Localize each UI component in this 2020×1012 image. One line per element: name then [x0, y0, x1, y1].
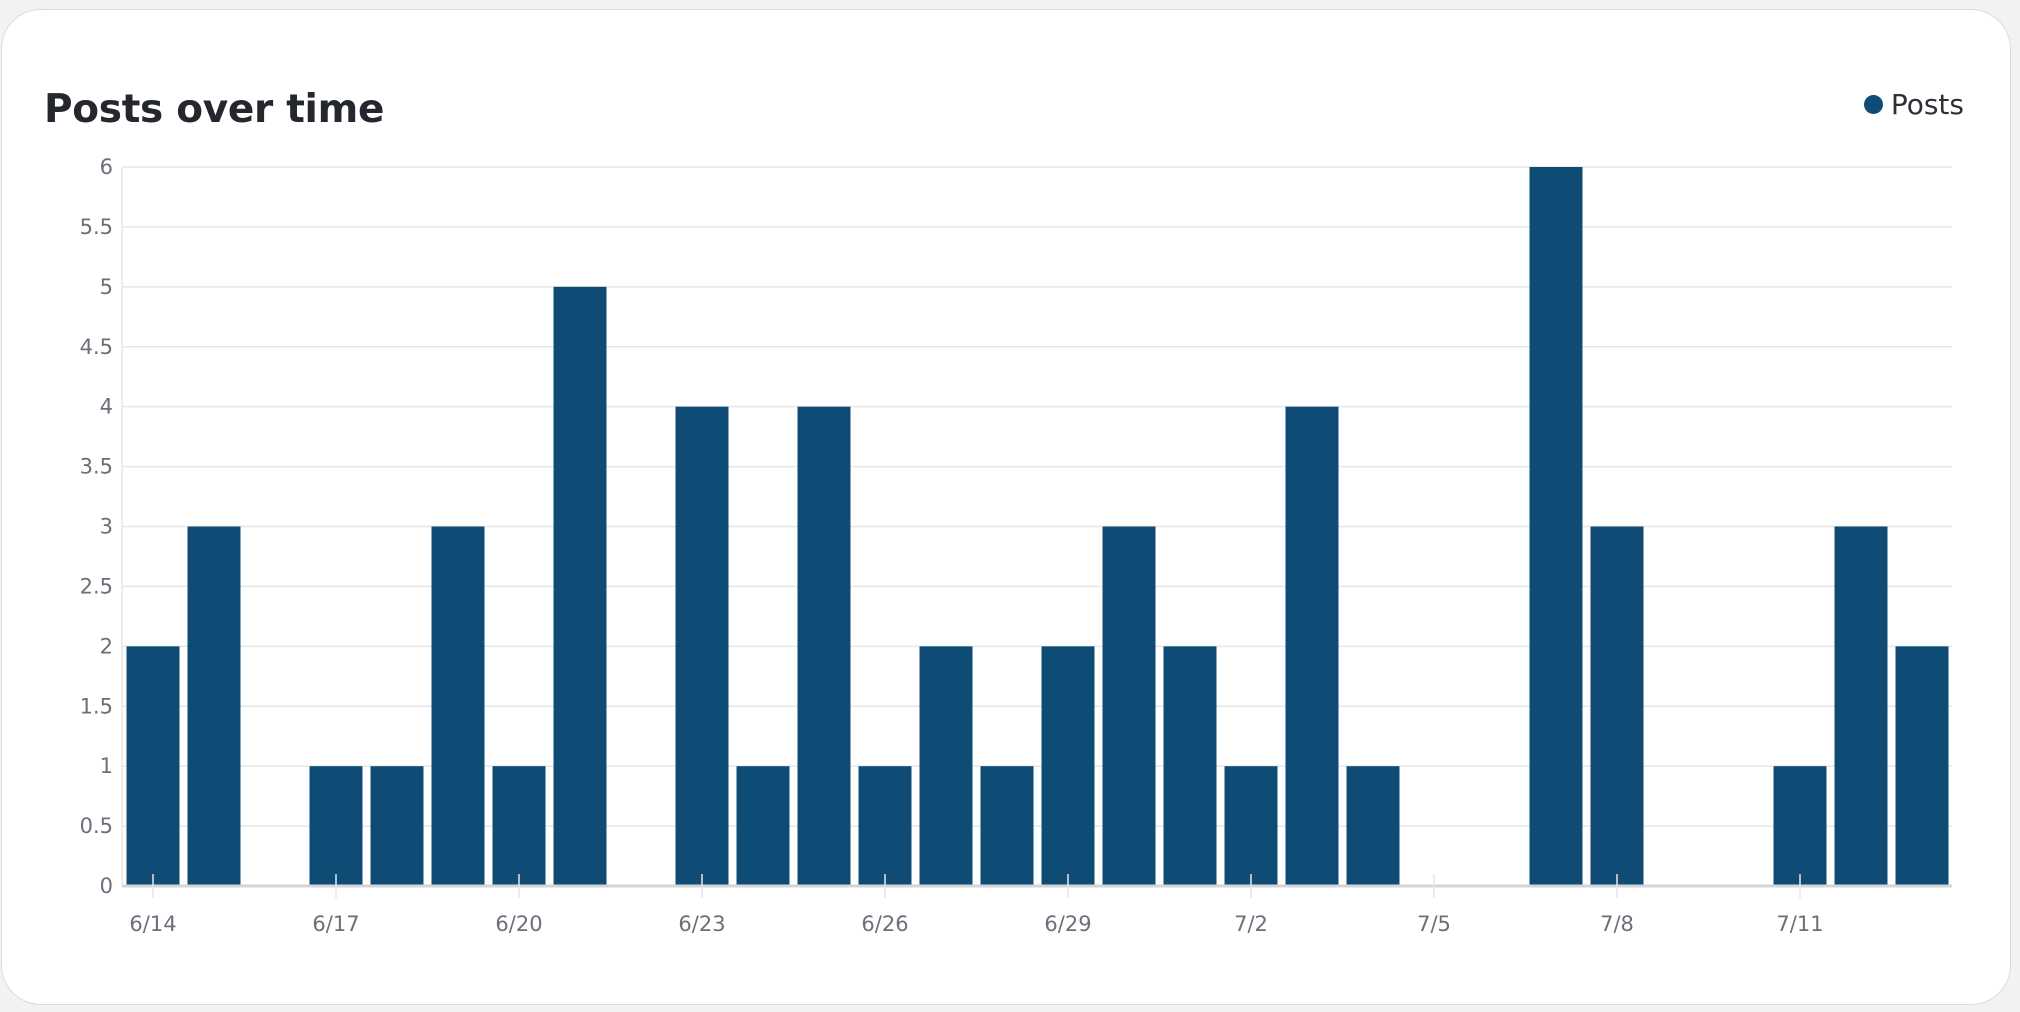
dot-icon: [1863, 95, 1883, 114]
x-tick-label: 7/2: [1234, 912, 1268, 936]
x-tick-label: 7/11: [1776, 912, 1823, 936]
bar-6-27[interactable]: [919, 646, 973, 886]
bar-7-1[interactable]: [1163, 646, 1217, 886]
bar-6-25[interactable]: [797, 406, 851, 886]
bar-6-20[interactable]: [492, 766, 546, 886]
legend-label: Posts: [1890, 88, 1964, 121]
y-tick-label: 2: [100, 634, 113, 658]
y-tick-label: 5: [100, 275, 113, 299]
y-tick-label: 2.5: [80, 574, 113, 598]
bar-6-14[interactable]: [126, 646, 180, 886]
bar-6-28[interactable]: [980, 766, 1034, 886]
x-tick-label: 6/26: [861, 912, 908, 936]
x-tick-label: 6/20: [495, 912, 542, 936]
x-tick-label: 6/14: [129, 912, 176, 936]
bar-7-12[interactable]: [1834, 526, 1888, 887]
bar-6-29[interactable]: [1041, 646, 1095, 886]
chart-title: Posts over time: [44, 87, 385, 132]
y-tick-label: 1: [100, 754, 113, 778]
x-tick-label: 6/17: [312, 912, 359, 936]
bar-6-26[interactable]: [858, 766, 912, 886]
x-tick-label: 6/23: [678, 912, 725, 936]
y-tick-label: 3: [100, 515, 113, 539]
bar-6-15[interactable]: [187, 526, 241, 887]
bar-7-13[interactable]: [1895, 646, 1949, 886]
y-tick-label: 0.5: [80, 814, 113, 838]
bar-6-19[interactable]: [431, 526, 485, 887]
bar-6-23[interactable]: [675, 406, 729, 886]
bar-7-11[interactable]: [1773, 766, 1827, 886]
y-tick-label: 4: [100, 395, 113, 419]
y-tick-label: 6: [100, 155, 113, 179]
bar-6-24[interactable]: [736, 766, 790, 886]
bar-7-3[interactable]: [1285, 406, 1339, 886]
x-tick-label: 7/5: [1417, 912, 1451, 936]
bar-6-21[interactable]: [553, 286, 607, 886]
x-tick-label: 6/29: [1044, 912, 1091, 936]
bar-7-4[interactable]: [1346, 766, 1400, 886]
bar-6-18[interactable]: [370, 766, 424, 886]
bar-7-2[interactable]: [1224, 766, 1278, 886]
y-tick-label: 3.5: [80, 455, 113, 479]
y-tick-label: 1.5: [80, 694, 113, 718]
chart-legend[interactable]: Posts: [1863, 88, 1964, 121]
bar-7-8[interactable]: [1590, 526, 1644, 887]
bar-6-17[interactable]: [309, 766, 363, 886]
y-tick-label: 4.5: [80, 335, 113, 359]
y-tick-label: 0: [100, 874, 113, 898]
x-tick-label: 7/8: [1600, 912, 1634, 936]
bar-6-30[interactable]: [1102, 526, 1156, 887]
bar-7-7[interactable]: [1529, 167, 1583, 886]
y-tick-label: 5.5: [80, 215, 113, 239]
